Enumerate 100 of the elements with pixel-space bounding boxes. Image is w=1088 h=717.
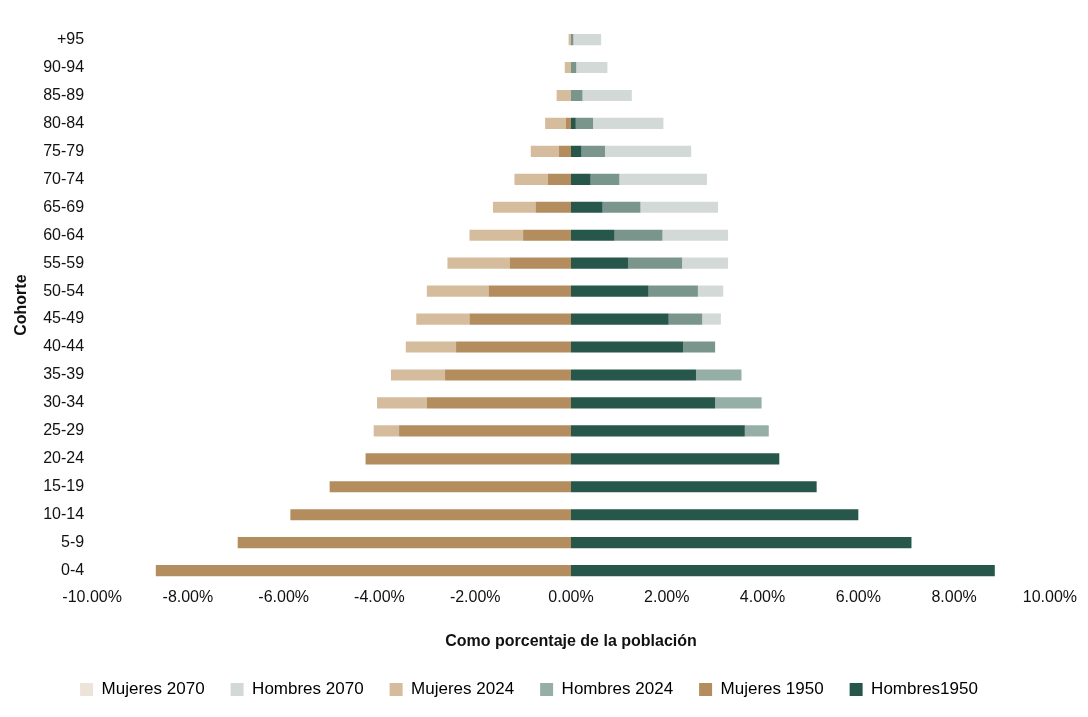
bar bbox=[523, 229, 571, 241]
bar bbox=[581, 145, 605, 157]
bar bbox=[662, 229, 729, 241]
bar bbox=[571, 145, 582, 157]
bar bbox=[614, 229, 663, 241]
bar bbox=[648, 285, 698, 297]
bar bbox=[590, 173, 620, 185]
y-axis-title: Cohorte bbox=[12, 274, 30, 336]
bar bbox=[571, 173, 591, 185]
bar bbox=[573, 33, 602, 46]
x-tick-label: -2.00% bbox=[449, 587, 501, 605]
y-tick-label: 40-44 bbox=[43, 337, 85, 355]
bar bbox=[571, 341, 684, 353]
bar bbox=[604, 145, 692, 157]
bar bbox=[509, 257, 571, 269]
bar bbox=[488, 285, 571, 297]
y-tick-label: 75-79 bbox=[43, 141, 85, 159]
bar bbox=[571, 89, 583, 102]
bar bbox=[530, 145, 560, 157]
bar bbox=[576, 61, 608, 74]
x-tick-label: 8.00% bbox=[931, 587, 977, 605]
y-tick-label: 20-24 bbox=[43, 449, 85, 467]
bar bbox=[290, 509, 571, 521]
x-tick-label: -10.00% bbox=[62, 587, 122, 605]
y-tick-label: 35-39 bbox=[43, 365, 85, 383]
bar bbox=[571, 537, 912, 549]
y-tick-label: 60-64 bbox=[43, 225, 85, 243]
bar bbox=[575, 117, 594, 130]
bar bbox=[571, 425, 745, 437]
x-tick-label: 10.00% bbox=[1022, 587, 1077, 605]
bar bbox=[640, 201, 719, 213]
x-tick-label: 6.00% bbox=[835, 587, 882, 605]
x-tick-label: 2.00% bbox=[644, 587, 690, 605]
legend-label: Hombres1950 bbox=[871, 679, 978, 699]
y-tick-label: 25-29 bbox=[43, 421, 85, 439]
x-tick-label: -8.00% bbox=[162, 587, 214, 605]
y-tick-label: 70-74 bbox=[43, 169, 85, 187]
bar bbox=[571, 481, 817, 493]
bar bbox=[426, 285, 489, 297]
bar bbox=[571, 397, 716, 409]
y-tick-label: 55-59 bbox=[43, 253, 85, 271]
y-tick-label: 15-19 bbox=[43, 477, 85, 495]
bar bbox=[329, 481, 571, 493]
y-tick-label: 50-54 bbox=[43, 281, 85, 299]
bar bbox=[565, 117, 571, 130]
bar bbox=[571, 453, 780, 465]
bar bbox=[571, 565, 995, 577]
bar bbox=[571, 117, 576, 130]
bar bbox=[545, 117, 566, 130]
bar bbox=[571, 61, 577, 74]
legend-label: Mujeres 2024 bbox=[411, 679, 515, 699]
bar bbox=[548, 173, 571, 185]
y-tick-label: 10-14 bbox=[43, 505, 85, 523]
x-tick-label: -6.00% bbox=[258, 587, 310, 605]
legend-label: Hombres 2024 bbox=[561, 679, 674, 699]
bar bbox=[377, 397, 427, 409]
bar bbox=[514, 173, 549, 185]
bar bbox=[697, 285, 724, 297]
bar bbox=[683, 341, 716, 353]
bar bbox=[469, 229, 524, 241]
bar bbox=[416, 313, 470, 325]
bar bbox=[390, 369, 446, 381]
bar bbox=[571, 313, 669, 325]
bar bbox=[593, 117, 664, 130]
bar bbox=[695, 369, 742, 381]
y-tick-label: 0-4 bbox=[61, 561, 85, 579]
bar bbox=[744, 425, 769, 437]
bar bbox=[582, 89, 632, 102]
bar bbox=[668, 313, 703, 325]
bar bbox=[682, 257, 729, 269]
x-tick-label: 0.00% bbox=[548, 587, 594, 605]
y-tick-label: 65-69 bbox=[43, 197, 85, 215]
bar bbox=[571, 509, 859, 521]
bar bbox=[715, 397, 762, 409]
bar bbox=[492, 201, 536, 213]
bar bbox=[373, 425, 400, 437]
bar bbox=[571, 285, 649, 297]
bar bbox=[426, 397, 571, 409]
bar bbox=[564, 61, 571, 74]
x-axis-title: Como porcentaje de la población bbox=[445, 631, 697, 649]
bar bbox=[365, 453, 571, 465]
bar bbox=[702, 313, 721, 325]
x-tick-label: 4.00% bbox=[739, 587, 786, 605]
bar bbox=[405, 341, 457, 353]
y-tick-label: +95 bbox=[56, 29, 85, 47]
bar bbox=[399, 425, 571, 437]
bar bbox=[602, 201, 641, 213]
bar bbox=[571, 369, 696, 381]
y-tick-label: 5-9 bbox=[61, 533, 85, 551]
bar bbox=[571, 229, 615, 241]
bar bbox=[619, 173, 707, 185]
bar bbox=[469, 313, 571, 325]
bar bbox=[627, 257, 683, 269]
bar bbox=[571, 201, 603, 213]
x-tick-label: -4.00% bbox=[354, 587, 405, 605]
bar bbox=[556, 89, 571, 102]
legend-label: Mujeres 1950 bbox=[720, 679, 824, 699]
bar bbox=[559, 145, 571, 157]
legend-label: Mujeres 2070 bbox=[101, 679, 205, 699]
y-tick-label: 80-84 bbox=[43, 113, 85, 131]
